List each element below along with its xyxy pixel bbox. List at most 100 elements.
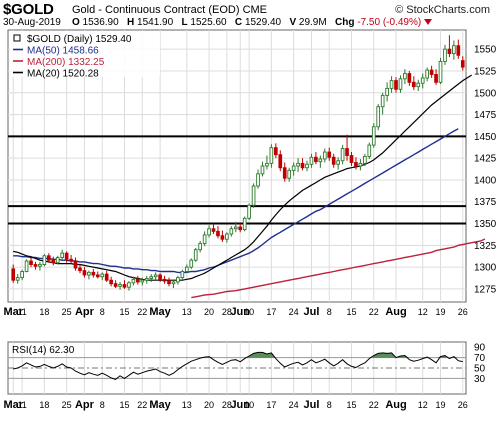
candle — [11, 264, 16, 283]
candle — [398, 75, 403, 93]
rsi-x-tick-label: Mar — [3, 399, 23, 411]
y-tick-label: 1475 — [474, 110, 497, 121]
candle-body — [118, 284, 122, 287]
candle-body — [95, 274, 100, 278]
rsi-label: RSI(14) 62.30 — [12, 345, 75, 356]
y-tick-label: 1275 — [474, 284, 497, 295]
x-tick-label: 22 — [369, 307, 379, 317]
candle-body — [389, 80, 394, 89]
candle — [42, 254, 47, 267]
y-tick-label: 1425 — [474, 154, 497, 165]
candle — [104, 270, 109, 282]
candle — [91, 268, 96, 278]
y-tick-label: 1350 — [474, 219, 497, 230]
candle — [434, 69, 438, 85]
candle — [33, 261, 38, 270]
brand-label: © StockCharts.com — [395, 4, 490, 16]
candle — [127, 281, 131, 291]
candle — [113, 280, 118, 289]
candle — [282, 162, 287, 182]
candle-body — [47, 255, 51, 261]
candle-body — [55, 257, 60, 264]
candle — [87, 270, 91, 280]
candle-body — [87, 271, 91, 276]
candle-body — [100, 273, 105, 278]
rsi-x-tick-label: 26 — [458, 400, 468, 410]
rsi-x-tick-label: May — [149, 399, 171, 411]
candle-body — [247, 204, 251, 219]
candle — [162, 275, 167, 284]
exchange: CME — [242, 4, 268, 16]
change-label: Chg — [335, 17, 355, 28]
x-tick-label: 17 — [266, 307, 276, 317]
candle — [363, 153, 367, 166]
candle — [238, 223, 243, 233]
candle — [452, 40, 456, 60]
candle-body — [260, 165, 265, 175]
candle — [144, 275, 149, 284]
instrument-description: Gold - Continuous Contract (EOD) CME — [72, 4, 267, 16]
candle-body — [251, 185, 256, 206]
rsi-x-tick-label: 10 — [244, 400, 254, 410]
x-tick-label: 12 — [418, 307, 428, 317]
candle — [78, 264, 82, 274]
legend-label: MA(20) 1520.28 — [27, 69, 99, 80]
candle — [247, 203, 251, 221]
candle — [242, 216, 247, 232]
candle — [447, 35, 452, 58]
candle-body — [331, 156, 336, 165]
candle-body — [131, 278, 136, 284]
candle — [51, 256, 56, 266]
rsi-x-tick-label: Apr — [75, 399, 95, 411]
candle-body — [51, 259, 56, 264]
candle — [327, 147, 332, 161]
rsi-x-tick-label: 12 — [418, 400, 428, 410]
candle — [367, 142, 372, 160]
rsi-line — [13, 351, 463, 380]
legend-label: MA(50) 1458.66 — [27, 46, 99, 57]
candle — [443, 44, 447, 65]
candle-body — [11, 268, 16, 281]
rsi-y-tick-label: 50 — [474, 364, 486, 375]
candle-body — [229, 228, 234, 235]
ma20-line — [13, 74, 473, 281]
candle-body — [398, 78, 403, 90]
rsi-x-tick-label: 11 — [17, 400, 26, 410]
open-value: 1536.90 — [82, 17, 119, 28]
candle-body — [211, 228, 216, 232]
candle — [349, 152, 354, 166]
candle — [229, 226, 234, 237]
candle-body — [265, 162, 269, 167]
candle-body — [60, 252, 65, 258]
candle-body — [78, 267, 82, 272]
candle-body — [438, 60, 443, 83]
rsi-x-tick-label: 25 — [62, 400, 72, 410]
candle-body — [136, 278, 140, 283]
candle-body — [416, 82, 421, 88]
candle-body — [434, 74, 438, 83]
candle-body — [322, 151, 327, 160]
x-tick-label: 15 — [346, 307, 356, 317]
quote-date: 30-Aug-2019 — [3, 17, 61, 28]
candle-body — [29, 260, 33, 265]
x-tick-label: 25 — [62, 307, 72, 317]
candle-body — [162, 278, 167, 282]
legend-label: MA(200) 1332.25 — [27, 57, 105, 68]
candle-body — [407, 73, 412, 83]
candle-body — [363, 155, 367, 164]
candle-body — [282, 167, 287, 179]
candle-body — [274, 147, 278, 156]
candle — [131, 276, 136, 286]
candle-body — [443, 48, 447, 62]
rsi-x-tick-label: Aug — [385, 399, 406, 411]
candle — [20, 269, 24, 281]
candle — [429, 65, 434, 78]
candle-body — [291, 165, 296, 171]
candle-body — [256, 173, 260, 187]
candle-body — [176, 277, 180, 283]
candle — [265, 155, 269, 170]
description-text: Gold - Continuous Contract (EOD) — [72, 4, 240, 16]
candle — [403, 69, 407, 85]
rsi-x-tick-label: 8 — [100, 400, 105, 410]
